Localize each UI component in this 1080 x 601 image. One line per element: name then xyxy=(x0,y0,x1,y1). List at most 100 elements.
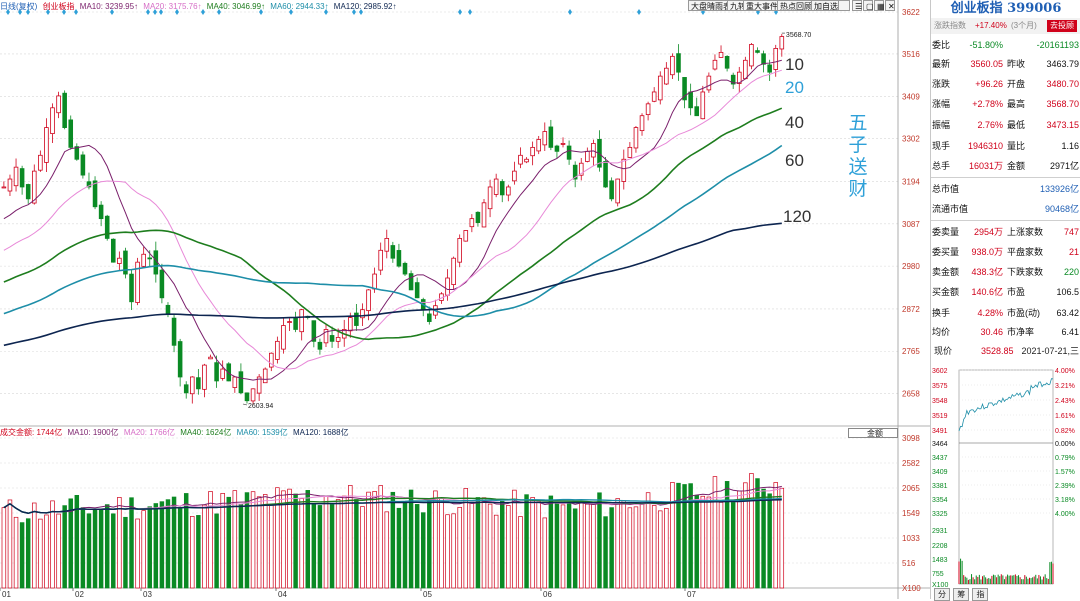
quote-panel: 创业板指 399006 涨跌指数 +17.40% (3个月) 去投顾 委比 -51… xyxy=(930,0,1080,599)
volume-bar xyxy=(779,487,785,589)
quote-date: 2021-07-21,三 xyxy=(1021,346,1079,356)
toolbar-extra-button[interactable] xyxy=(838,0,850,11)
advisor-button[interactable]: 去投顾 xyxy=(1047,20,1077,32)
volume-bar xyxy=(68,498,73,589)
quote-row: 委卖量 2954万 上涨家数 747 xyxy=(931,223,1080,242)
quote-row-value2: 220 xyxy=(1063,267,1079,277)
month-label: 05 xyxy=(423,590,432,599)
event-marker-icon xyxy=(359,9,363,15)
candle xyxy=(390,245,396,259)
volume-bar xyxy=(190,516,195,589)
volume-bar xyxy=(530,497,535,589)
volume-bar xyxy=(664,507,669,589)
candle xyxy=(68,119,74,148)
now-price-row: 现价 3528.85 2021-07-21,三 xyxy=(931,342,1080,361)
candle xyxy=(603,161,608,188)
volume-bar xyxy=(262,494,268,589)
volume-axis-label: 1549 xyxy=(902,509,920,518)
intraday-chart[interactable]: 3602 3575 3548 3519 3491 3464 3437 3409 3381 3354… xyxy=(931,362,1080,592)
quote-row-label2: 昨收 xyxy=(1007,59,1026,69)
volume-bar xyxy=(420,512,426,589)
quote-row: 涨幅 +2.78% 最高 3568.70 xyxy=(931,95,1080,114)
candle xyxy=(165,304,171,315)
candle xyxy=(463,230,469,242)
volume-bar xyxy=(226,496,231,589)
volume-bar xyxy=(548,495,554,589)
hot-review-button[interactable]: 热点回顾 xyxy=(777,0,815,11)
volume-bar xyxy=(676,482,681,589)
volume-bar xyxy=(700,495,706,589)
month-label: 07 xyxy=(687,590,696,599)
volume-bar xyxy=(414,504,420,589)
quote-row-value2: 3463.79 xyxy=(1046,59,1079,69)
square-icon[interactable]: ▢ xyxy=(863,0,874,11)
mini-right-label: 1.61% xyxy=(1055,413,1075,420)
volume-bar xyxy=(761,488,766,589)
add-favorite-button[interactable]: 加自选 xyxy=(811,0,841,11)
volume-bar xyxy=(50,500,55,589)
mini-left-label: 3519 xyxy=(932,413,948,420)
sub-change: +17.40% xyxy=(975,21,1007,30)
quote-row-value2: 3480.70 xyxy=(1046,79,1079,89)
major-events-button[interactable]: 重大事件 xyxy=(743,0,781,11)
quote-row-label2: 最低 xyxy=(1007,120,1026,130)
kline-chart[interactable]: 3622 3516 3409 3302 3194 3087 2980 2872 2765 2658… xyxy=(0,0,930,599)
tab-chips[interactable]: 筹 xyxy=(953,588,970,601)
quote-row-label: 换手 xyxy=(932,308,951,318)
volume-bar xyxy=(743,482,748,589)
kline-chart-area[interactable]: 3622 3516 3409 3302 3194 3087 2980 2872 2765 2658… xyxy=(0,0,930,599)
event-marker-icon xyxy=(62,9,66,15)
volume-bar xyxy=(238,503,244,589)
volume-bar xyxy=(56,513,61,589)
volume-bar xyxy=(305,490,310,589)
event-marker-icon xyxy=(175,9,179,15)
candle xyxy=(159,269,165,299)
candle xyxy=(25,184,31,200)
candle xyxy=(499,181,505,196)
event-marker-icon xyxy=(153,9,157,15)
sub-period: (3个月) xyxy=(1011,21,1037,30)
volume-bar xyxy=(329,504,335,589)
candle xyxy=(736,71,742,84)
quote-row-label: 总市值 xyxy=(932,184,960,194)
candle xyxy=(232,376,238,388)
candle xyxy=(62,92,67,128)
candle xyxy=(718,51,724,58)
tab-index[interactable]: 指 xyxy=(972,588,989,601)
volume-bar xyxy=(117,497,122,589)
volume-bar xyxy=(755,478,760,589)
volume-type-select[interactable]: 金额 xyxy=(848,428,898,438)
mini-right-label: 0.82% xyxy=(1055,428,1075,435)
menu-icon[interactable]: ☰ xyxy=(852,0,862,11)
candle xyxy=(676,53,681,73)
volume-bar xyxy=(670,482,675,589)
mini-right-label: 2.43% xyxy=(1055,398,1075,405)
volume-bar xyxy=(500,501,505,589)
ma-legend: 日线(复权) 创业板指 MA10: 3239.95↑ MA20: 3175.76… xyxy=(0,1,400,12)
close-icon[interactable]: ✕ xyxy=(885,0,895,11)
grid-icon[interactable]: ▦ xyxy=(874,0,885,11)
mini-left-label: 2208 xyxy=(932,543,948,550)
volume-bar xyxy=(317,505,323,589)
candle xyxy=(19,168,25,188)
overlay-text: 五 子 送 财 xyxy=(847,112,869,200)
price-axis-label: 3087 xyxy=(902,220,920,229)
volume-bar xyxy=(269,504,274,589)
candle xyxy=(123,250,128,275)
candle xyxy=(512,170,517,182)
candle xyxy=(141,253,146,267)
tab-minute[interactable]: 分 xyxy=(934,588,950,601)
ma-period-label: 10 xyxy=(785,55,804,74)
volume-bar xyxy=(603,516,608,589)
volume-bar xyxy=(560,504,566,589)
month-label: 02 xyxy=(75,590,84,599)
quote-row-value: +96.26 xyxy=(975,79,1003,89)
now-value: 3528.85 xyxy=(981,346,1014,356)
volume-bar xyxy=(153,503,159,589)
ma-period-label: 40 xyxy=(785,113,804,132)
low-price-label: 2603.94 xyxy=(248,403,273,410)
candle xyxy=(299,309,304,333)
ma10-line xyxy=(3,59,782,381)
candle xyxy=(536,139,541,152)
legend-index-name: 创业板指 xyxy=(42,2,75,11)
